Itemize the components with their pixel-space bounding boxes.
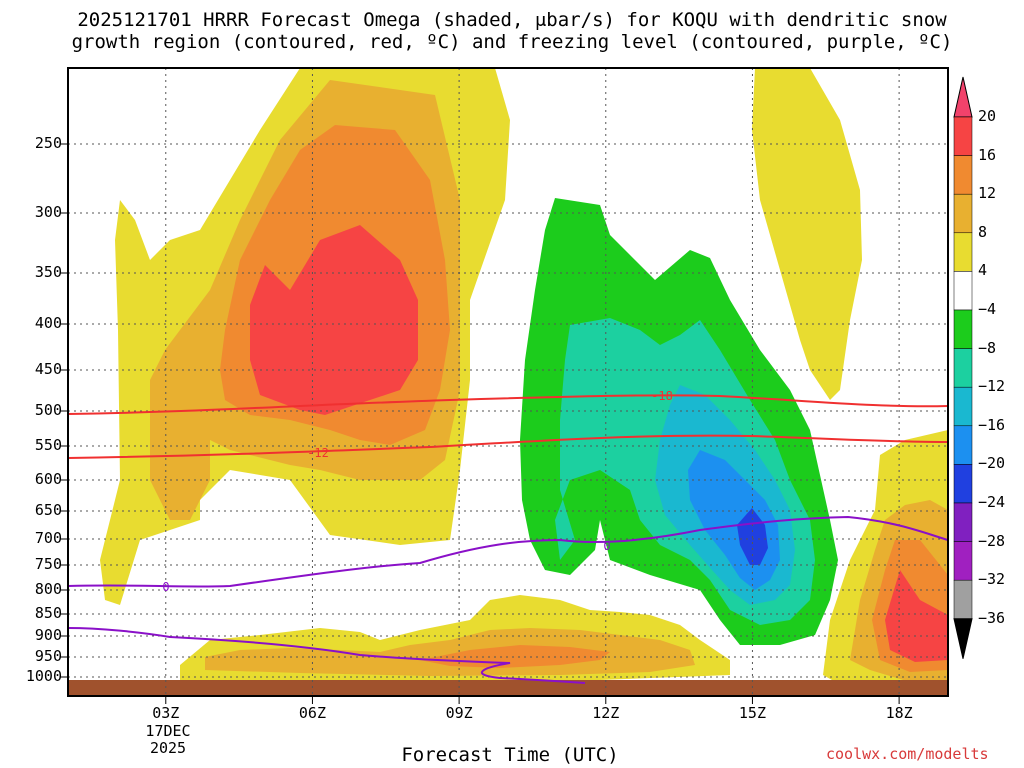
contour-line-freezing-level — [67, 515, 949, 588]
contour-label-freezing-mid: 0 — [603, 539, 610, 553]
x-tick-label-18Z: 18Z — [885, 704, 913, 722]
colorbar-label-11: −28 — [978, 531, 1006, 550]
colorbar-label-13: −36 — [978, 608, 1006, 627]
contour-label-dgz-top: -18 — [651, 389, 673, 403]
colorbar-label-12: −32 — [978, 570, 1006, 589]
x-tick-label-15Z: 15Z — [738, 704, 766, 722]
omega-positive-8-lowlevel — [205, 628, 695, 676]
colorbar-band-9 — [953, 464, 973, 504]
colorbar-band-11 — [953, 541, 973, 581]
colorbar-label-0: 20 — [978, 107, 997, 125]
y-tick-label-550: 550 — [34, 436, 62, 454]
contour-line-dgz-top — [67, 394, 949, 415]
colorbar-band-3 — [953, 232, 973, 272]
y-tick-label-750: 750 — [34, 555, 62, 573]
y-tick-label-300: 300 — [34, 203, 62, 221]
colorbar-label-8: −16 — [978, 415, 1006, 434]
chart-title-line1: 2025121701 HRRR Forecast Omega (shaded, … — [77, 9, 947, 31]
x-tick-label-12Z: 12Z — [592, 704, 620, 722]
colorbar-label-9: −20 — [978, 454, 1006, 473]
y-tick-label-350: 350 — [34, 263, 62, 281]
colorbar-top-arrow — [953, 76, 973, 118]
x-axis-title: Forecast Time (UTC) — [401, 744, 619, 766]
contour-label-freezing-left: 0 — [162, 580, 169, 594]
y-tick-label-850: 850 — [34, 604, 62, 622]
colorbar-label-2: 12 — [978, 184, 997, 203]
colorbar-label-5: −4 — [978, 300, 997, 318]
colorbar-bottom-arrow — [953, 618, 973, 659]
omega-positive-4-right-upper — [752, 68, 862, 400]
x-date-label: 17DEC — [145, 722, 191, 740]
y-tick-label-600: 600 — [34, 470, 62, 488]
colorbar-label-6: −8 — [978, 338, 997, 357]
colorbar-label-10: −24 — [978, 493, 1006, 511]
colorbar — [953, 76, 973, 659]
gridlines — [68, 68, 948, 696]
y-tick-label-250: 250 — [34, 134, 62, 152]
y-tick-label-400: 400 — [34, 314, 62, 332]
y-tick-label-500: 500 — [34, 401, 62, 419]
colorbar-band-2 — [953, 193, 973, 234]
y-tick-label-950: 950 — [34, 647, 62, 665]
y-tick-label-650: 650 — [34, 501, 62, 519]
colorbar-band-8 — [953, 425, 973, 465]
colorbar-band-4 — [953, 271, 973, 311]
contour-line-freezing-level-lower — [67, 627, 586, 684]
credit-text: coolwx.com/modelts — [826, 745, 989, 763]
colorbar-label-3: 8 — [978, 222, 988, 241]
x-tick-label-03Z: 03Z — [152, 704, 180, 722]
omega-positive-16-right-lower — [885, 570, 948, 662]
colorbar-band-6 — [953, 348, 973, 388]
chart-title-line2: growth region (contoured, red, ºC) and f… — [71, 31, 953, 53]
colorbar-label-7: −12 — [978, 377, 1006, 396]
x-tick-label-09Z: 09Z — [445, 704, 473, 722]
omega-positive-16-left — [250, 225, 418, 415]
y-tick-label-900: 900 — [34, 626, 62, 644]
colorbar-label-4: 4 — [978, 261, 988, 280]
x-tick-label-06Z: 06Z — [298, 704, 326, 722]
colorbar-band-1 — [953, 155, 973, 195]
x-year-label: 2025 — [149, 739, 187, 757]
contour-label-dgz-bottom: -12 — [307, 446, 329, 460]
y-tick-label-1000: 1000 — [25, 667, 62, 685]
y-tick-label-700: 700 — [34, 529, 62, 547]
contour-line-dgz-bottom — [67, 434, 949, 459]
colorbar-band-5 — [953, 309, 973, 349]
colorbar-label-1: 16 — [978, 145, 997, 164]
axis-ticks — [60, 143, 900, 704]
plot-frame — [67, 67, 949, 697]
y-tick-label-800: 800 — [34, 580, 62, 598]
colorbar-band-0 — [953, 116, 973, 156]
ground-surface — [68, 680, 948, 696]
colorbar-band-7 — [953, 386, 973, 427]
colorbar-band-12 — [953, 579, 973, 620]
colorbar-band-10 — [953, 502, 973, 542]
y-tick-label-450: 450 — [34, 360, 62, 378]
